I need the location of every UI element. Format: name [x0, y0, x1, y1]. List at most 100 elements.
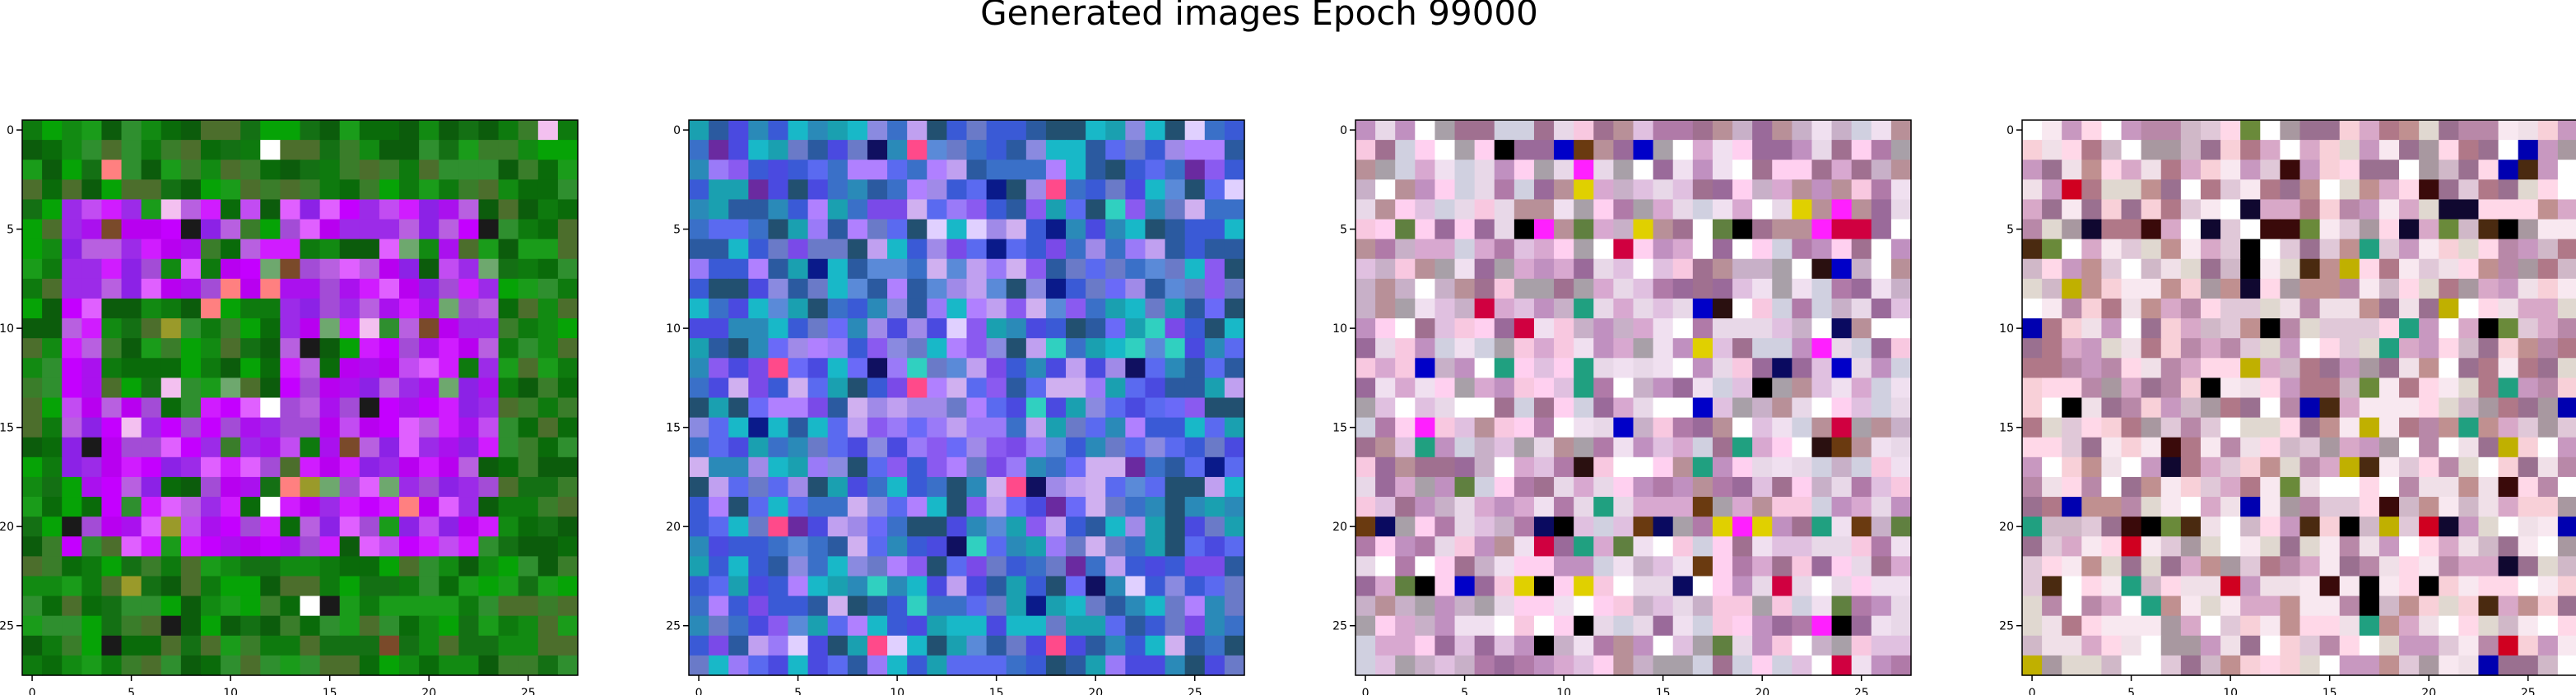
pixel-cell — [518, 536, 539, 557]
pixel-cell — [458, 160, 480, 180]
pixel-cell — [807, 595, 829, 617]
pixel-cell — [498, 338, 519, 359]
pixel-cell — [1792, 199, 1813, 220]
pixel-cell — [966, 417, 988, 438]
pixel-cell — [2299, 497, 2321, 517]
pixel-cell — [1415, 140, 1436, 160]
pixel-cell — [1434, 278, 1456, 299]
pixel-cell — [1125, 358, 1146, 378]
pixel-cell — [2022, 378, 2043, 399]
pixel-cell — [2062, 437, 2082, 458]
pixel-cell — [2537, 655, 2559, 676]
pixel-cell — [200, 615, 221, 637]
pixel-cell — [478, 278, 500, 299]
pixel-cell — [1831, 595, 1853, 617]
pixel-cell — [1712, 517, 1733, 537]
pixel-cell — [1732, 437, 1753, 458]
pixel-cell — [1086, 318, 1106, 339]
pixel-cell — [2359, 456, 2380, 478]
pixel-cell — [379, 179, 400, 201]
pixel-cell — [399, 635, 420, 656]
pixel-cell — [2399, 179, 2420, 201]
pixel-cell — [927, 219, 947, 240]
pixel-cell — [2518, 120, 2539, 141]
pixel-cell — [2458, 497, 2480, 517]
pixel-cell — [1692, 576, 1713, 597]
pixel-cell — [768, 120, 789, 141]
pixel-cell — [709, 358, 729, 378]
pixel-cell — [867, 576, 888, 597]
pixel-cell — [2339, 199, 2360, 220]
pixel-cell — [339, 556, 360, 577]
pixel-cell — [1125, 517, 1146, 537]
pixel-cell — [1415, 615, 1436, 637]
pixel-cell — [2062, 595, 2082, 617]
pixel-cell — [160, 318, 182, 339]
pixel-cell — [2299, 536, 2321, 557]
pixel-cell — [300, 199, 321, 220]
pixel-cell — [1184, 476, 1206, 498]
pixel-cell — [2121, 655, 2142, 676]
x-tick-label: 20 — [1088, 687, 1103, 695]
pixel-cell — [2200, 517, 2221, 537]
pixel-cell — [1105, 179, 1126, 201]
pixel-cell — [1633, 536, 1654, 557]
pixel-cell — [1672, 536, 1694, 557]
pixel-cell — [101, 417, 123, 438]
pixel-cell — [2062, 239, 2082, 260]
pixel-cell — [2319, 219, 2341, 240]
pixel-cell — [807, 278, 829, 299]
pixel-cell — [359, 258, 380, 280]
pixel-cell — [379, 456, 400, 478]
pixel-cell — [498, 160, 519, 180]
pixel-cell — [101, 476, 123, 498]
pixel-cell — [807, 199, 829, 220]
pixel-cell — [827, 595, 849, 617]
pixel-cell — [2557, 258, 2576, 280]
pixel-cell — [419, 536, 439, 557]
pixel-cell — [887, 358, 908, 378]
pixel-cell — [1692, 595, 1713, 617]
pixel-cell — [1145, 497, 1166, 517]
pixel-cell — [966, 635, 988, 656]
pixel-cell — [300, 476, 321, 498]
pixel-cell — [359, 536, 380, 557]
pixel-cell — [1514, 456, 1535, 478]
pixel-cell — [1355, 378, 1376, 399]
pixel-cell — [887, 219, 908, 240]
pixel-cell — [1613, 318, 1634, 339]
pixel-cell — [748, 378, 770, 399]
pixel-cell — [1454, 417, 1476, 438]
pixel-cell — [768, 397, 789, 419]
pixel-cell — [2439, 378, 2459, 399]
pixel-cell — [1006, 635, 1027, 656]
pixel-cell — [280, 417, 301, 438]
pixel-cell — [478, 358, 500, 378]
pixel-cell — [907, 476, 928, 498]
pixel-cell — [907, 258, 928, 280]
pixel-cell — [1494, 160, 1515, 180]
pixel-cell — [2160, 595, 2182, 617]
pixel-cell — [1105, 160, 1126, 180]
pixel-cell — [986, 258, 1007, 280]
pixel-cell — [439, 417, 459, 438]
pixel-cell — [927, 258, 947, 280]
pixel-cell — [1633, 655, 1654, 676]
pixel-cell — [141, 358, 162, 378]
pixel-cell — [1672, 258, 1694, 280]
pixel-cell — [518, 517, 539, 537]
pixel-cell — [1633, 199, 1654, 220]
pixel-cell — [1184, 140, 1206, 160]
pixel-cell — [2458, 258, 2480, 280]
pixel-cell — [1066, 615, 1086, 637]
pixel-cell — [1593, 417, 1614, 438]
pixel-cell — [339, 378, 360, 399]
pixel-cell — [379, 338, 400, 359]
pixel-cell — [1811, 278, 1833, 299]
pixel-cell — [2359, 278, 2380, 299]
pixel-cell — [1045, 338, 1067, 359]
pixel-cell — [1494, 179, 1515, 201]
pixel-cell — [379, 536, 400, 557]
pixel-cell — [300, 517, 321, 537]
pixel-cell — [2260, 160, 2281, 180]
